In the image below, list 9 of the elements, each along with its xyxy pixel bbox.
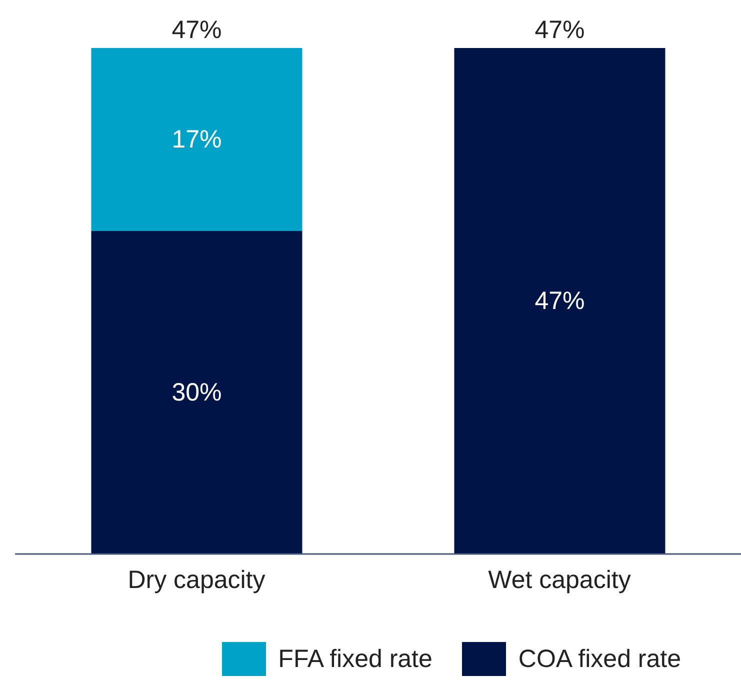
total-label: 47% bbox=[172, 16, 222, 44]
x-tick-label: Wet capacity bbox=[488, 566, 632, 594]
legend-label: FFA fixed rate bbox=[278, 644, 432, 674]
x-tick-label: Dry capacity bbox=[128, 566, 266, 594]
data-label: 30% bbox=[172, 378, 222, 407]
data-label: 47% bbox=[534, 287, 585, 315]
data-label: 17% bbox=[172, 126, 222, 154]
total-label: 47% bbox=[534, 16, 585, 44]
legend-label: COA fixed rate bbox=[518, 644, 681, 674]
